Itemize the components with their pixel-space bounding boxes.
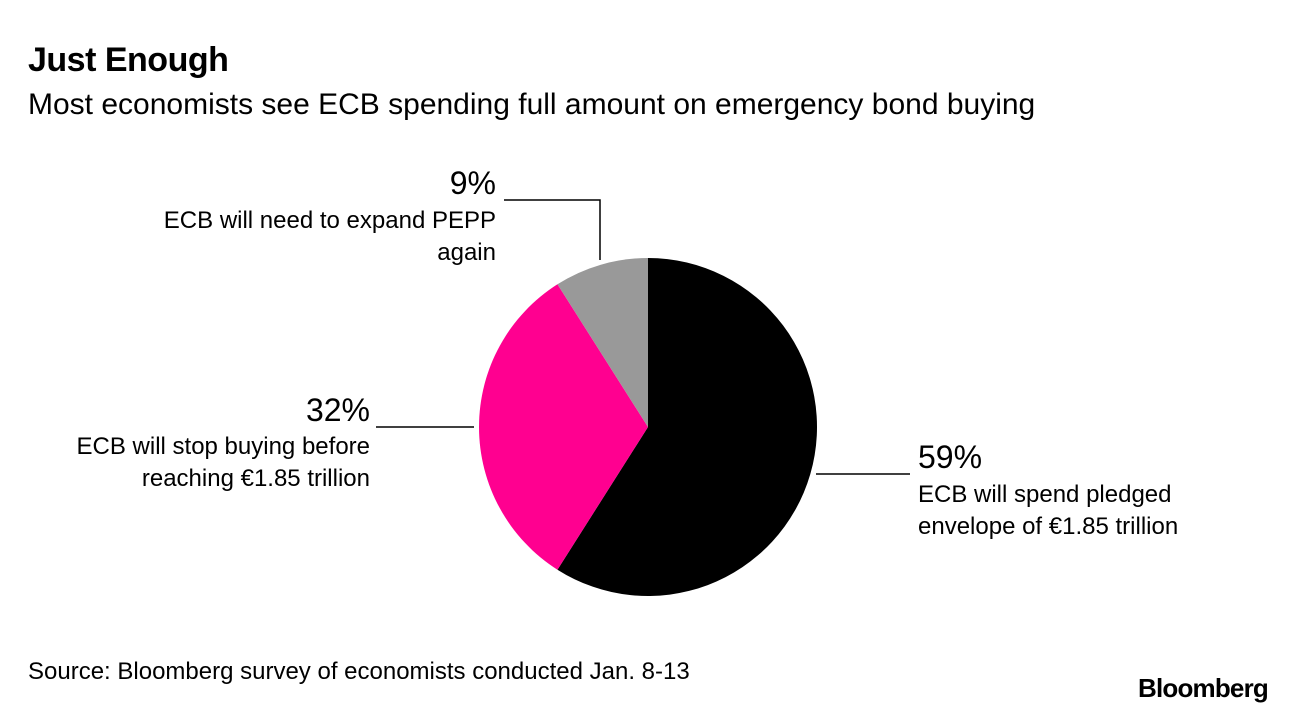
slice-value-label-1: 59% bbox=[918, 439, 982, 475]
pie-slice-2 bbox=[479, 284, 648, 570]
slice-category-label-2: ECB will stop buying before bbox=[77, 433, 370, 460]
chart-title: Just Enough bbox=[28, 41, 229, 79]
leader-line-3 bbox=[504, 199, 601, 260]
chart-subtitle: Most economists see ECB spending full am… bbox=[28, 88, 1036, 121]
slice-category-label-1: envelope of €1.85 trillion bbox=[918, 513, 1178, 540]
slice-category-label-3: ECB will need to expand PEPP bbox=[164, 207, 496, 234]
slice-category-label-2: reaching €1.85 trillion bbox=[142, 465, 370, 492]
bloomberg-logo: Bloomberg bbox=[1137, 673, 1269, 703]
slice-value-label-2: 32% bbox=[306, 392, 370, 428]
pie-chart: 59% ECB will spend pledged envelope of €1.… bbox=[77, 165, 1178, 596]
source-note: Source: Bloomberg survey of economists c… bbox=[28, 658, 690, 685]
slice-value-label-3: 9% bbox=[450, 165, 496, 201]
pie-slice-1 bbox=[557, 258, 818, 596]
pie-slice-3 bbox=[557, 258, 648, 427]
slice-category-label-3: again bbox=[437, 239, 496, 266]
slice-category-label-1: ECB will spend pledged bbox=[918, 481, 1172, 508]
